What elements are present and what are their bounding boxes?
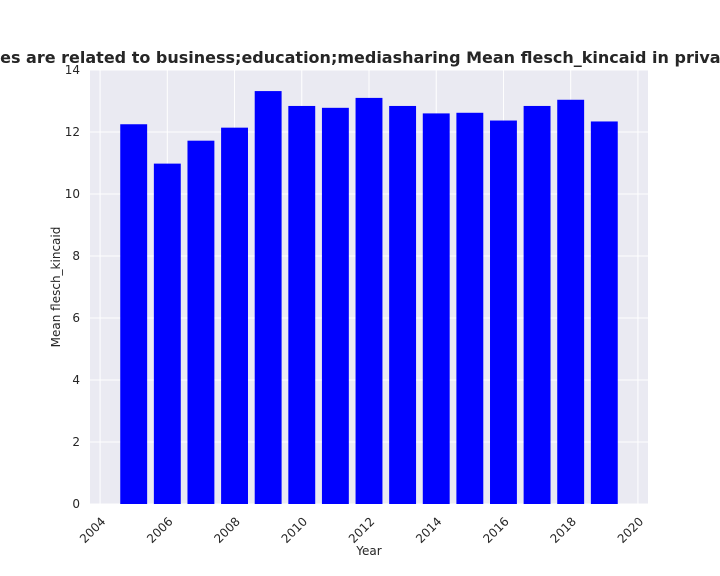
x-tick-label: 2018 bbox=[548, 514, 579, 545]
bar-2018 bbox=[557, 99, 585, 504]
bar-2006 bbox=[153, 163, 181, 504]
y-tick-label: 8 bbox=[72, 249, 80, 263]
x-tick-label: 2016 bbox=[480, 514, 511, 545]
y-tick-label: 4 bbox=[72, 373, 80, 387]
x-tick-label: 2008 bbox=[211, 514, 242, 545]
y-tick-label: 12 bbox=[65, 125, 80, 139]
y-tick-label: 10 bbox=[65, 187, 80, 201]
chart-title: Categories are related to business;educa… bbox=[0, 48, 720, 67]
bar-2012 bbox=[355, 97, 383, 505]
bar-2007 bbox=[187, 140, 215, 504]
bar-2011 bbox=[321, 107, 349, 504]
y-tick-label: 2 bbox=[72, 435, 80, 449]
y-axis-label: Mean flesch_kincaid bbox=[49, 227, 63, 348]
x-tick-labels: 2004 2006 2008 2010 2012 2014 2016 2018 2020 bbox=[77, 514, 646, 545]
bar-2019 bbox=[590, 121, 618, 505]
bar-2009 bbox=[254, 91, 282, 504]
y-tick-labels: 0 2 4 6 8 10 12 14 bbox=[65, 63, 80, 511]
y-tick-label: 14 bbox=[65, 63, 80, 77]
bar-2016 bbox=[490, 120, 517, 504]
x-axis-label: Year bbox=[355, 544, 381, 558]
bar-2005 bbox=[120, 124, 148, 504]
x-tick-label: 2006 bbox=[144, 514, 175, 545]
bar-2015 bbox=[456, 112, 484, 504]
bar-2010 bbox=[288, 105, 316, 505]
x-tick-label: 2004 bbox=[77, 514, 108, 545]
y-tick-label: 0 bbox=[72, 497, 80, 511]
bar-2008 bbox=[221, 127, 248, 504]
x-tick-label: 2014 bbox=[413, 514, 444, 545]
bar-2017 bbox=[523, 105, 551, 505]
y-tick-label: 6 bbox=[72, 311, 80, 325]
x-tick-label: 2012 bbox=[346, 514, 377, 545]
x-tick-label: 2010 bbox=[279, 514, 310, 545]
bar-2013 bbox=[389, 105, 417, 505]
x-tick-label: 2020 bbox=[615, 514, 646, 545]
bars bbox=[120, 91, 618, 505]
bar-2014 bbox=[422, 113, 450, 505]
